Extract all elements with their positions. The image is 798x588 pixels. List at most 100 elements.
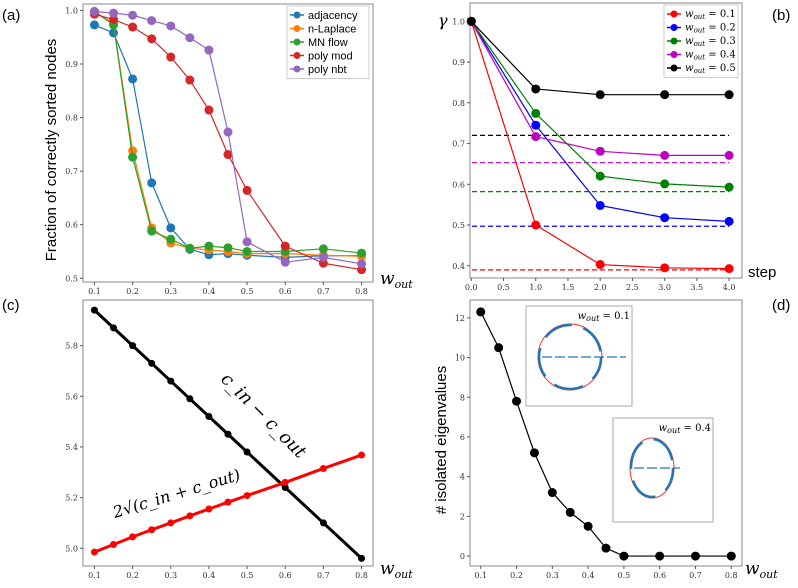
plot-panel-c: 0.1 0.2 0.3 0.4 0.5 0.6 0.7 0.8 5.0 5.2 5.4 5.6 5.8 bbox=[65, 299, 374, 580]
data-point bbox=[280, 241, 290, 251]
data-point bbox=[319, 519, 327, 527]
data-point bbox=[660, 213, 670, 223]
x-tick-label: 0.0 bbox=[465, 283, 478, 292]
y-tick-label: 5.2 bbox=[65, 494, 78, 503]
data-point bbox=[205, 505, 213, 513]
legend-swatch-marker bbox=[293, 25, 301, 32]
data-point bbox=[358, 451, 366, 459]
data-point bbox=[565, 507, 575, 517]
x-tick-label: 0.2 bbox=[126, 571, 139, 580]
legend-swatch-marker bbox=[670, 37, 678, 45]
data-point bbox=[147, 16, 157, 26]
plot-panel-d: 0.1 0.2 0.3 0.4 0.5 0.6 0.7 0.8 0 2 4 6 8 10 12 wout = … bbox=[455, 299, 743, 580]
data-point bbox=[243, 448, 251, 456]
data-point bbox=[724, 264, 734, 274]
inset-label: wout = 0.1 bbox=[578, 311, 630, 323]
data-point bbox=[224, 498, 232, 506]
x-tick-label: 4.0 bbox=[723, 283, 736, 292]
data-point bbox=[109, 15, 119, 25]
data-point bbox=[280, 257, 290, 267]
series-line-MN-flow bbox=[94, 11, 362, 254]
y-tick-label: 12 bbox=[455, 314, 465, 323]
data-point bbox=[147, 178, 157, 188]
x-tick-label: 0.6 bbox=[279, 571, 292, 580]
data-point bbox=[109, 8, 119, 18]
legend-entry: wout = 0.4 bbox=[685, 50, 736, 62]
legend-entry: wout = 0.2 bbox=[685, 23, 736, 35]
data-point bbox=[319, 464, 327, 472]
data-point bbox=[357, 259, 367, 269]
legend-entry: poly nbt bbox=[308, 64, 347, 76]
inset-frame bbox=[612, 417, 714, 523]
y-tick-label: 1.0 bbox=[452, 17, 465, 26]
data-point bbox=[204, 105, 214, 115]
data-point bbox=[205, 413, 213, 421]
x-tick-label: 0.7 bbox=[689, 571, 702, 580]
x-tick-label: 2.5 bbox=[626, 283, 639, 292]
svg-text:wout: wout bbox=[745, 559, 778, 581]
x-tick-label: 0.4 bbox=[203, 287, 216, 296]
inset-eigenvalue-spectrum: wout = 0.4 bbox=[612, 417, 714, 523]
x-tick-label: 0.2 bbox=[510, 571, 523, 580]
data-point bbox=[243, 492, 251, 500]
data-point bbox=[167, 377, 175, 385]
x-tick-label: 0.3 bbox=[164, 287, 177, 296]
panel-label-c: (c) bbox=[2, 297, 20, 314]
legend-entry: adjacency bbox=[308, 10, 358, 22]
plot-panel-b: 0.0 0.5 1.0 1.5 2.0 2.5 3.0 3.5 4.0 0.4 0.5 0.6 0.7 0… bbox=[452, 2, 743, 292]
y-tick-label: 8 bbox=[460, 393, 465, 402]
y-tick-label: 5.8 bbox=[65, 342, 78, 351]
data-point bbox=[224, 430, 232, 438]
y-tick-label: 0.5 bbox=[65, 274, 78, 283]
data-point bbox=[660, 90, 670, 100]
data-point bbox=[281, 478, 289, 486]
data-point bbox=[476, 307, 486, 317]
data-point bbox=[128, 22, 138, 32]
legend-swatch-marker bbox=[293, 38, 301, 46]
x-tick-label: 0.2 bbox=[126, 287, 139, 296]
data-point bbox=[531, 132, 541, 142]
data-point bbox=[601, 543, 611, 553]
data-point bbox=[512, 396, 522, 406]
y-tick-label: 5.0 bbox=[65, 544, 78, 553]
panel-label-b: (b) bbox=[772, 7, 790, 24]
data-point bbox=[318, 244, 328, 254]
x-tick-label: 0.4 bbox=[203, 571, 216, 580]
y-tick-label: 0.9 bbox=[452, 58, 465, 67]
x-tick-label: 0.5 bbox=[618, 571, 631, 580]
data-point bbox=[357, 248, 367, 258]
data-point bbox=[166, 52, 176, 62]
data-point bbox=[185, 33, 195, 43]
x-tick-label: 3.5 bbox=[691, 283, 704, 292]
y-tick-label: 0.8 bbox=[452, 99, 465, 108]
data-point bbox=[531, 84, 541, 94]
x-tick-label: 0.1 bbox=[474, 571, 487, 580]
data-point bbox=[129, 342, 137, 350]
data-point bbox=[204, 241, 214, 251]
data-point bbox=[595, 90, 605, 100]
data-point bbox=[89, 20, 99, 30]
x-tick-label: 0.5 bbox=[241, 571, 254, 580]
data-point bbox=[724, 90, 734, 100]
data-point bbox=[690, 551, 700, 561]
data-point bbox=[242, 237, 252, 247]
x-tick-label: 0.7 bbox=[317, 287, 330, 296]
data-point bbox=[166, 21, 176, 31]
plots: 0.1 0.2 0.3 0.4 0.5 0.6 0.7 0.8 0.5 0.6 0.7 0.8 0.9 1… bbox=[65, 2, 743, 580]
x-tick-label: 0.1 bbox=[88, 571, 101, 580]
x-tick-label: 0.3 bbox=[164, 571, 177, 580]
series-line-c-in-c-out bbox=[93, 309, 363, 560]
data-point bbox=[223, 243, 233, 253]
data-point bbox=[724, 216, 734, 226]
x-tick-label: 2.0 bbox=[594, 283, 607, 292]
data-point bbox=[204, 45, 214, 55]
svg-text:wout: wout bbox=[380, 559, 413, 581]
data-point bbox=[89, 6, 99, 16]
data-point bbox=[110, 540, 118, 548]
xlabel-d: wout bbox=[745, 559, 778, 581]
inset-eigenvalue-spectrum: wout = 0.1 bbox=[525, 305, 633, 407]
data-point bbox=[595, 200, 605, 210]
data-point bbox=[281, 483, 289, 491]
